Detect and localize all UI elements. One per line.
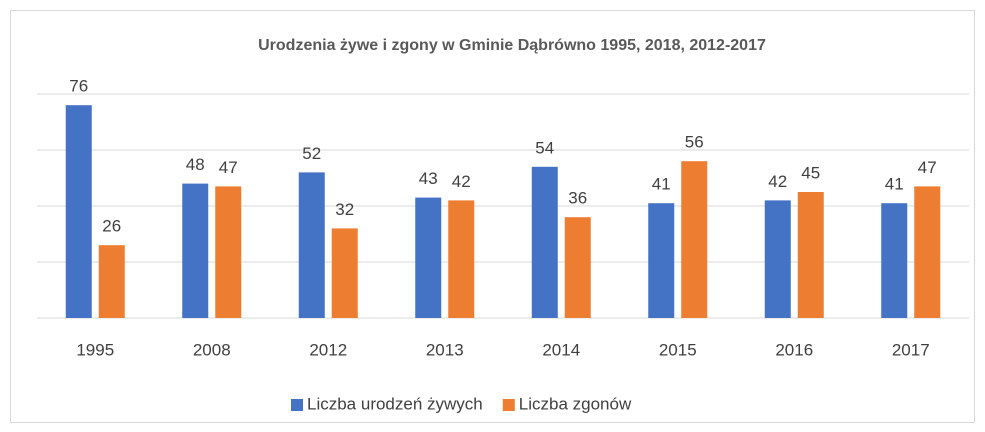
legend-label: Liczba zgonów [519,394,632,413]
data-label: 45 [801,163,820,182]
bar [331,228,358,318]
bar [182,183,209,318]
bar [65,105,92,318]
data-label: 47 [918,158,937,177]
chart-title: Urodzenia żywe i zgony w Gminie Dąbrówno… [258,37,766,54]
data-label: 41 [885,175,904,194]
legend-swatch [291,399,303,411]
legend-swatch [502,399,515,411]
data-label: 36 [568,189,587,208]
data-label: 26 [102,217,121,236]
chart-border [10,10,975,423]
legend-label: Liczba urodzeń żywych [307,394,483,413]
x-tick-label: 1995 [76,340,114,359]
data-label: 52 [302,144,321,163]
data-label: 42 [452,172,471,191]
bar [298,172,325,318]
bar [648,203,675,318]
bar [531,166,558,318]
x-tick-label: 2015 [659,340,697,359]
bar [448,200,475,318]
x-tick-label: 2012 [309,340,347,359]
data-label: 48 [186,155,205,174]
x-tick-label: 2008 [193,340,231,359]
bar [415,197,442,318]
x-tick-label: 2013 [426,340,464,359]
data-label: 56 [685,133,704,152]
bar [881,203,908,318]
bar [564,217,591,318]
x-tick-label: 2016 [775,340,813,359]
data-label: 42 [768,172,787,191]
data-label: 54 [535,138,554,157]
bar [681,161,708,318]
data-label: 76 [69,77,88,96]
bar [764,200,791,318]
data-label: 41 [652,175,671,194]
data-label: 32 [335,200,354,219]
bar [914,186,941,318]
x-tick-label: 2017 [892,340,930,359]
x-tick-label: 2014 [542,340,580,359]
bar [797,192,824,318]
data-label: 43 [419,169,438,188]
data-label: 47 [219,158,238,177]
bar [98,245,125,318]
bar [215,186,242,318]
